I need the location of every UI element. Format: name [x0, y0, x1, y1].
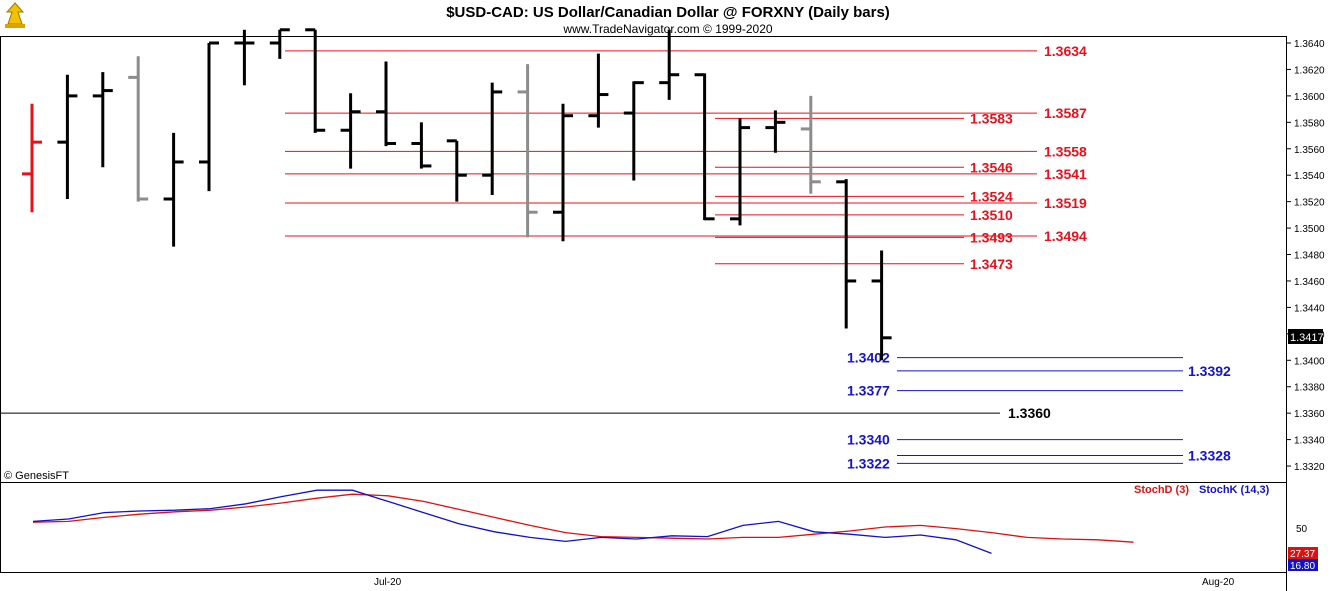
ohlc-bar [92, 72, 113, 168]
support-resistance-levels: 1.3634 1.3587 1.3583 1.3558 1.3546 1.3541 1.35… [0, 43, 1231, 471]
ohlc-bar [57, 74, 78, 199]
ohlc-bar [800, 95, 821, 194]
time-label-jul: Jul-20 [374, 577, 402, 588]
stoch_k-line [32, 489, 992, 555]
ohlc-bar [305, 28, 326, 133]
ohlc-bar [659, 29, 680, 100]
level-label: 1.3583 [970, 110, 1013, 126]
price-axis-tick-label: 1.3380 [1294, 383, 1325, 394]
level-label: 1.3377 [847, 383, 890, 399]
ohlc-bar [340, 93, 361, 169]
price-axis-tick-label: 1.3560 [1294, 145, 1325, 156]
ohlc-bar [411, 122, 432, 169]
level-label: 1.3402 [847, 350, 890, 366]
chart-subtitle: www.TradeNavigator.com © 1999-2020 [562, 22, 772, 36]
ohlc-bar [765, 110, 786, 153]
price-axis-tick-label: 1.3400 [1294, 356, 1325, 367]
level-label: 1.3587 [1044, 105, 1087, 121]
ohlc-bar [163, 132, 184, 247]
ohlc-bar [234, 29, 255, 86]
level-label: 1.3634 [1044, 43, 1087, 59]
chart-title: $USD-CAD: US Dollar/Canadian Dollar @ FO… [446, 4, 890, 21]
level-label: 1.3360 [1008, 405, 1051, 421]
level-label: 1.3546 [970, 159, 1013, 175]
level-label: 1.3493 [970, 229, 1013, 245]
ohlc-bar [694, 73, 715, 221]
ohlc-bar [376, 61, 396, 147]
price-axis-tick-label: 1.3580 [1294, 118, 1325, 129]
level-label: 1.3473 [970, 256, 1013, 272]
level-label: 1.3494 [1044, 228, 1087, 244]
ohlc-bar [128, 56, 149, 202]
legend-stoch-d: StochD (3) [1134, 484, 1189, 496]
price-axis-tick-label: 1.3480 [1294, 251, 1325, 262]
level-label: 1.3524 [970, 188, 1013, 204]
stoch-d-last-marker: 27.37 [1288, 547, 1318, 560]
level-label: 1.3541 [1044, 166, 1087, 182]
ohlc-bar [623, 81, 644, 181]
ohlc-bar [588, 53, 609, 128]
level-label: 1.3322 [847, 455, 890, 471]
stoch-axis-tick-50: 50 [1296, 524, 1308, 535]
stoch-k-last-marker: 16.80 [1288, 559, 1318, 572]
price-axis-tick-label: 1.3620 [1294, 65, 1325, 76]
price-axis-tick-label: 1.3360 [1294, 409, 1325, 420]
ohlc-bar [871, 250, 892, 361]
price-axis-tick-label: 1.3520 [1294, 198, 1325, 209]
ohlc-bar [446, 139, 467, 202]
ohlc-bar [482, 82, 503, 196]
stoch-k-last-value: 16.80 [1290, 561, 1315, 572]
level-label: 1.3510 [970, 207, 1013, 223]
price-axis-tick-label: 1.3640 [1294, 39, 1325, 50]
price-axis-tick-label: 1.3440 [1294, 303, 1325, 314]
last-price-marker: 1.3417 [1288, 329, 1324, 344]
price-bars [22, 28, 892, 361]
price-axis-tick-label: 1.3600 [1294, 92, 1325, 103]
ohlc-bar [269, 28, 290, 59]
stochastic-panel [32, 489, 1134, 555]
ohlc-bar [22, 103, 42, 213]
price-axis: 1.3640 1.3620 1.3600 1.3580 1.3560 1.3540 1.35… [1286, 39, 1325, 473]
level-label: 1.3519 [1044, 195, 1087, 211]
last-price-label: 1.3417 [1290, 332, 1324, 344]
stoch_d-line [32, 493, 1134, 543]
trade-navigator-logo [5, 2, 25, 28]
level-label: 1.3328 [1188, 447, 1231, 463]
price-axis-tick-label: 1.3320 [1294, 462, 1325, 473]
time-label-aug: Aug-20 [1202, 577, 1235, 588]
price-axis-tick-label: 1.3340 [1294, 436, 1325, 447]
price-axis-tick-label: 1.3460 [1294, 277, 1325, 288]
ohlc-bar [517, 64, 538, 238]
level-label: 1.3558 [1044, 143, 1087, 159]
ohlc-bar [553, 103, 573, 242]
stoch-d-last-value: 27.37 [1290, 549, 1315, 560]
price-axis-tick-label: 1.3500 [1294, 224, 1325, 235]
level-label: 1.3340 [847, 432, 890, 448]
legend-stoch-k: StochK (14,3) [1199, 484, 1270, 496]
ohlc-bar [730, 118, 750, 226]
ohlc-bar [199, 41, 219, 192]
price-axis-tick-label: 1.3540 [1294, 171, 1325, 182]
level-label: 1.3392 [1188, 363, 1231, 379]
ohlc-bar [836, 179, 857, 329]
genesis-watermark: © GenesisFT [4, 470, 69, 482]
